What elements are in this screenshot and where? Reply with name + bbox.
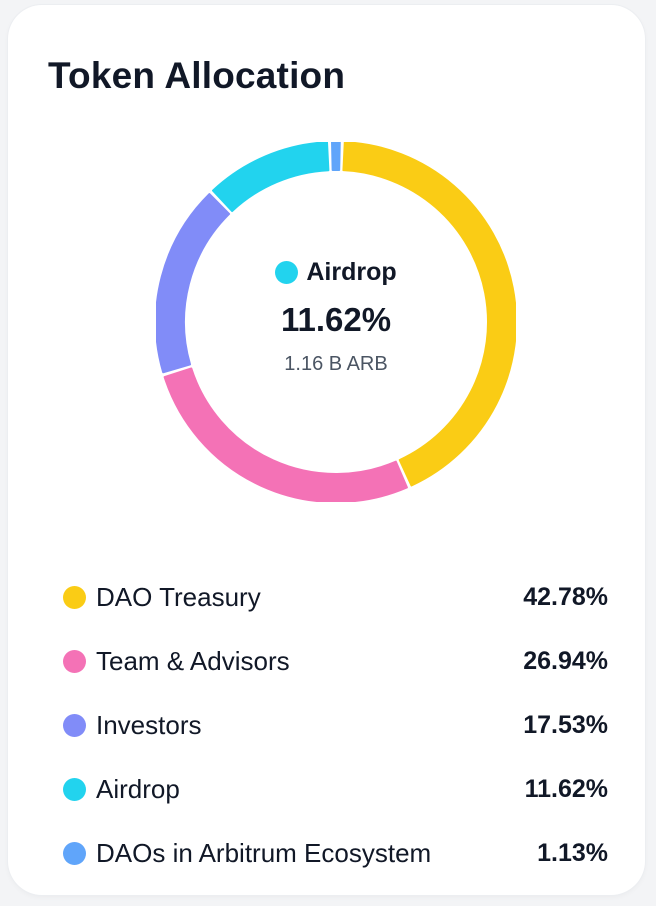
color-dot-icon [63, 841, 86, 865]
center-amount: 1.16 B ARB [284, 353, 388, 375]
legend-label: DAO Treasury [96, 581, 261, 612]
color-dot-icon [63, 713, 86, 737]
color-dot-icon [63, 649, 86, 673]
legend-item-dao-treasury[interactable]: DAO Treasury 42.78% [63, 565, 608, 629]
color-dot-icon [63, 777, 86, 801]
legend-value: 26.94% [523, 646, 608, 675]
center-percent: 11.62% [280, 301, 392, 338]
legend-value: 17.53% [523, 710, 608, 739]
legend-value: 11.62% [524, 774, 608, 803]
airdrop-color-dot-icon [275, 261, 299, 284]
legend: DAO Treasury 42.78% Team & Advisors 26.9… [63, 565, 608, 885]
donut-segment-investors[interactable] [156, 193, 231, 374]
card-title: Token Allocation [48, 55, 346, 96]
token-allocation-card: Token Allocation Airdrop 11.62% 1.16 B A… [8, 5, 645, 895]
legend-label: Team & Advisors [96, 645, 290, 676]
donut-segment-airdrop[interactable] [212, 142, 330, 213]
legend-value: 1.13% [537, 838, 608, 867]
donut-center-summary: Airdrop 11.62% 1.16 B ARB [156, 142, 516, 502]
donut-segment-team-advisors[interactable] [163, 367, 408, 502]
center-label: Airdrop [275, 258, 397, 287]
center-category: Airdrop [306, 258, 397, 286]
legend-item-daos-arbitrum-ecosystem[interactable]: DAOs in Arbitrum Ecosystem 1.13% [63, 821, 608, 885]
donut-chart [156, 142, 516, 502]
legend-item-team-advisors[interactable]: Team & Advisors 26.94% [63, 629, 608, 693]
legend-value: 42.78% [523, 582, 608, 611]
legend-label: Airdrop [96, 773, 180, 804]
legend-item-airdrop[interactable]: Airdrop 11.62% [63, 757, 608, 821]
legend-label: Investors [96, 709, 202, 740]
donut-segment-dao-treasury[interactable] [342, 142, 516, 487]
donut-segment-daos-in-arbitrum-ecosystem[interactable] [331, 142, 341, 172]
legend-label: DAOs in Arbitrum Ecosystem [96, 837, 432, 868]
color-dot-icon [63, 585, 86, 609]
legend-item-investors[interactable]: Investors 17.53% [63, 693, 608, 757]
